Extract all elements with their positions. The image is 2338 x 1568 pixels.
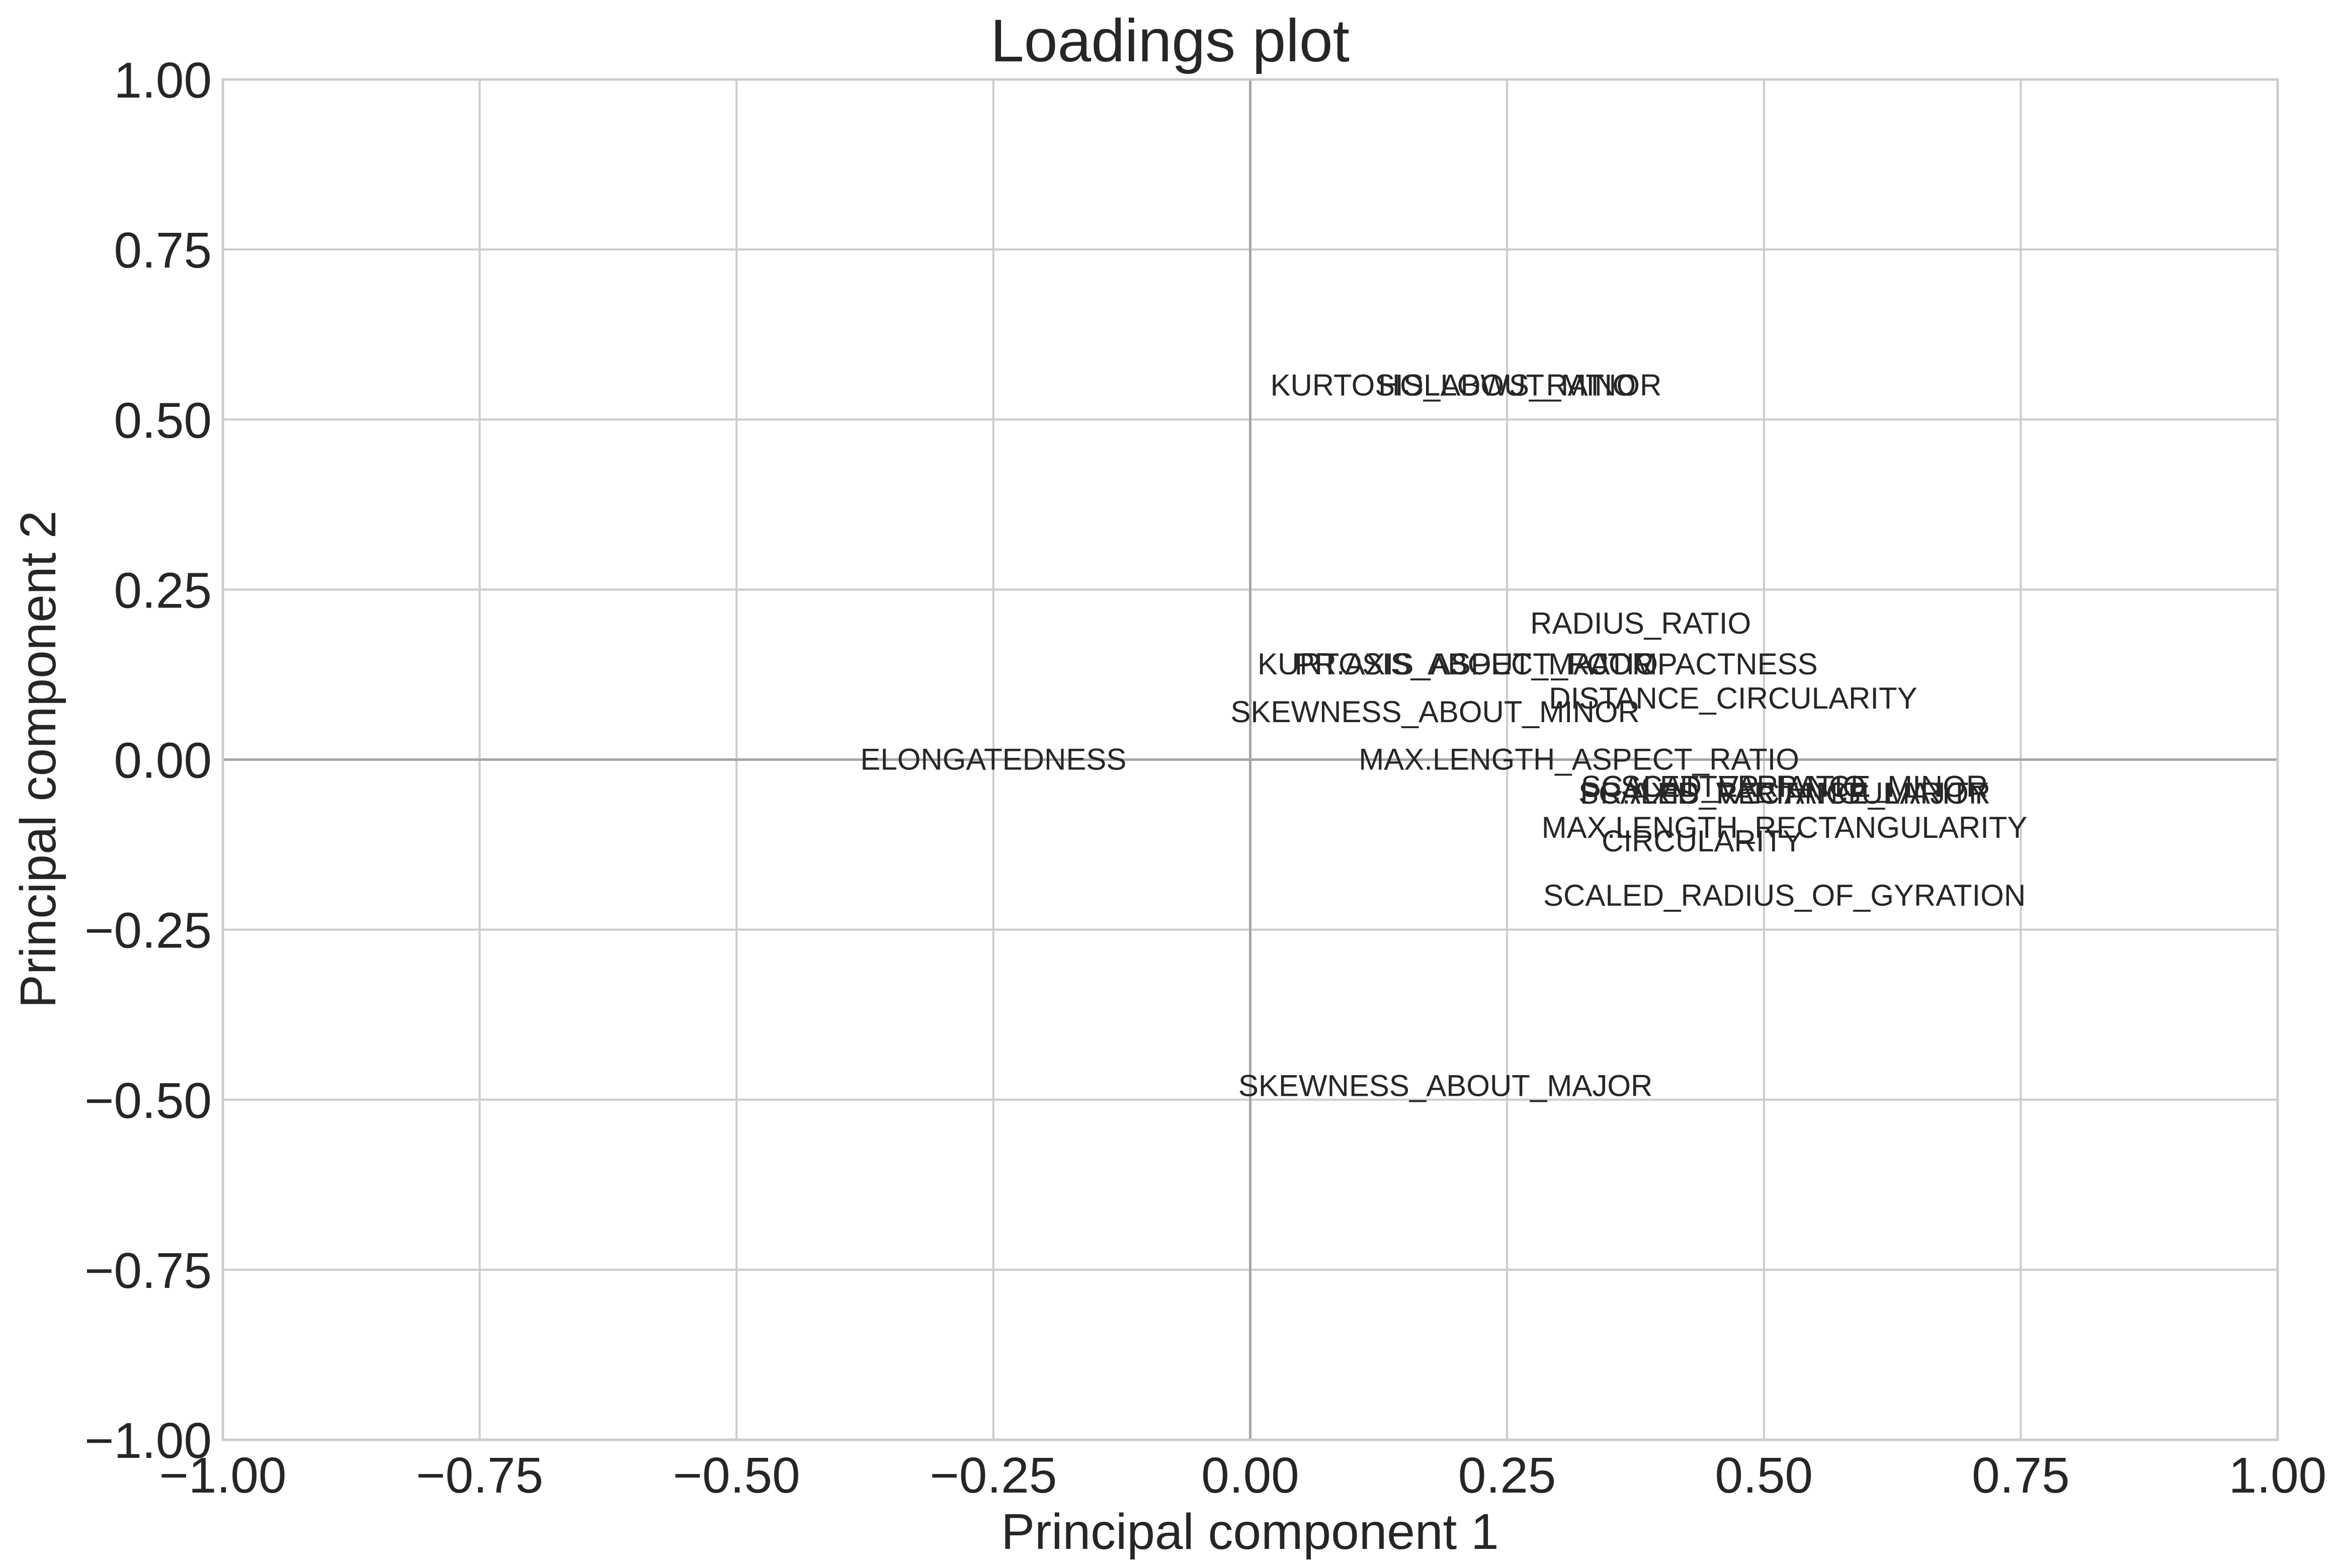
x-tick-label: 0.50 — [1715, 1447, 1813, 1504]
y-tick-label: 0.25 — [114, 562, 212, 619]
loading-label: SKEWNESS_ABOUT_MINOR — [1230, 695, 1640, 729]
x-tick-label: −0.75 — [416, 1447, 543, 1504]
loading-label: DISTANCE_CIRCULARITY — [1549, 681, 1917, 715]
loading-label: SCALED_RADIUS_OF_GYRATION — [1543, 879, 2026, 912]
chart-title: Loadings plot — [990, 7, 1350, 74]
loading-label: HOLLOWS_RATIO — [1378, 369, 1636, 402]
y-tick-labels: −1.00 −0.75 −0.50 −0.25 0.00 0.25 0.50 0.75 1.00 — [85, 52, 212, 1469]
loading-label: PR.AXIS_RECTANGULARITY — [1580, 776, 1988, 810]
x-tick-label: 0.00 — [1201, 1447, 1299, 1504]
y-tick-label: 0.75 — [114, 222, 212, 279]
y-tick-label: 0.50 — [114, 392, 212, 449]
loading-label: MAX.LENGTH_ASPECT_RATIO — [1359, 743, 1799, 776]
loading-label: SCALED_VARIANCE_MINOR — [1581, 770, 1988, 804]
loading-label: SCALED_VARIANCE_MAJOR — [1578, 776, 1990, 810]
loading-label: KURTOSIS_ABOUT_MINOR — [1270, 369, 1661, 402]
loading-label: MAX.LENGTH_RECTANGULARITY — [1542, 811, 2028, 844]
x-tick-label: −0.25 — [930, 1447, 1057, 1504]
loading-label: SKEWNESS_ABOUT_MAJOR — [1238, 1069, 1653, 1103]
y-tick-label: −0.25 — [85, 903, 212, 959]
x-tick-label: −1.00 — [159, 1447, 286, 1504]
x-tick-labels: −1.00 −0.75 −0.50 −0.25 0.00 0.25 0.50 0.75 1.00 — [159, 1447, 2326, 1504]
x-tick-label: −0.50 — [673, 1447, 800, 1504]
y-tick-label: 0.00 — [114, 733, 212, 789]
y-tick-label: 1.00 — [114, 52, 212, 109]
y-tick-label: −0.50 — [85, 1073, 212, 1129]
loading-label: SCATTER_RATIO — [1621, 770, 1866, 804]
x-tick-label: 0.25 — [1458, 1447, 1556, 1504]
x-tick-label: 0.75 — [1972, 1447, 2070, 1504]
loading-label: PR.AXIS_ASPECT_RATIO — [1295, 647, 1658, 681]
loading-label: CIRCULARITY — [1602, 824, 1803, 858]
zero-lines — [223, 79, 2278, 1440]
x-axis-label: Principal component 1 — [1001, 1504, 1498, 1560]
plot-frame — [221, 78, 2279, 1441]
y-tick-label: −1.00 — [85, 1413, 212, 1469]
loading-label: COMPACTNESS — [1587, 647, 1818, 681]
loading-label: KURTOSIS_ABOUT_MAJOR — [1258, 647, 1654, 681]
y-tick-label: −0.75 — [85, 1243, 212, 1299]
loading-label: ELONGATEDNESS — [860, 743, 1126, 776]
y-axis-label: Principal component 2 — [10, 510, 66, 1008]
loading-label: RADIUS_RATIO — [1530, 606, 1751, 640]
x-tick-label: 1.00 — [2229, 1447, 2327, 1504]
